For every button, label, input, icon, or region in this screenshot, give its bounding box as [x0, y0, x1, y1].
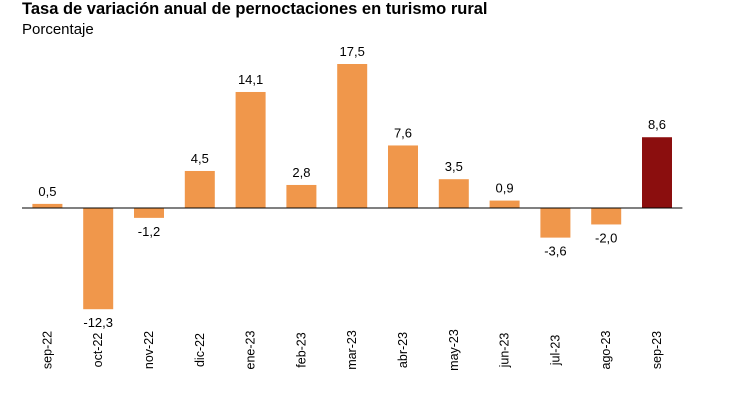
bar-feb-23 [286, 184, 317, 208]
tick-labels-group: sep-22 oct-22 nov-22 dic-22 ene-23 feb-23 mar-… [40, 329, 664, 371]
value-label-nov-22: -1,2 [138, 224, 160, 239]
bar-jul-23 [540, 208, 571, 238]
bar-ago-23 [591, 208, 622, 225]
value-label-sep-23: 8,6 [648, 117, 666, 132]
value-labels-group: 0,5 -12,3 -1,2 4,5 14,1 2,8 17,5 7,6 3,5 0,9 -3,6 -… [38, 44, 666, 330]
value-label-jul-23: -3,6 [544, 244, 566, 259]
value-label-feb-23: 2,8 [292, 165, 310, 180]
bar-abr-23 [388, 145, 418, 208]
tick-label-mar-23: mar-23 [345, 330, 359, 370]
tick-label-ene-23: ene-23 [244, 330, 258, 369]
bar-sep-23 [642, 137, 672, 208]
tick-label-sep-23: sep-23 [650, 331, 664, 369]
tick-label-may-23: may-23 [447, 329, 461, 371]
value-label-abr-23: 7,6 [394, 125, 412, 140]
bar-oct-22 [83, 208, 114, 310]
bar-sep-22 [32, 203, 63, 208]
tick-label-jun-23: jun-23 [498, 333, 512, 369]
tick-label-oct-22: oct-22 [91, 333, 105, 368]
bar-mar-23 [337, 64, 368, 208]
value-label-sep-22: 0,5 [38, 184, 56, 199]
value-label-dic-22: 4,5 [191, 151, 209, 166]
bar-ene-23 [235, 91, 266, 208]
chart-title: Tasa de variación anual de pernoctacione… [22, 0, 488, 18]
tick-label-feb-23: feb-23 [294, 332, 308, 367]
value-label-ago-23: -2,0 [595, 230, 617, 245]
value-label-may-23: 3,5 [445, 159, 463, 174]
bar-may-23 [438, 179, 469, 208]
tick-label-dic-22: dic-22 [193, 333, 207, 367]
tick-label-sep-22: sep-22 [40, 331, 54, 369]
value-label-jun-23: 0,9 [496, 181, 514, 196]
value-label-mar-23: 17,5 [340, 44, 365, 59]
tick-label-abr-23: abr-23 [396, 332, 410, 368]
value-label-oct-22: -12,3 [83, 315, 113, 330]
tick-label-jul-23: jul-23 [548, 335, 562, 367]
tick-label-nov-22: nov-22 [142, 331, 156, 369]
chart-subtitle: Porcentaje [22, 21, 94, 38]
bar-dic-22 [184, 170, 215, 208]
bars-group [32, 64, 672, 310]
bar-jun-23 [489, 200, 520, 208]
value-label-ene-23: 14,1 [238, 72, 263, 87]
bar-nov-22 [134, 208, 164, 218]
tick-label-ago-23: ago-23 [599, 330, 613, 369]
